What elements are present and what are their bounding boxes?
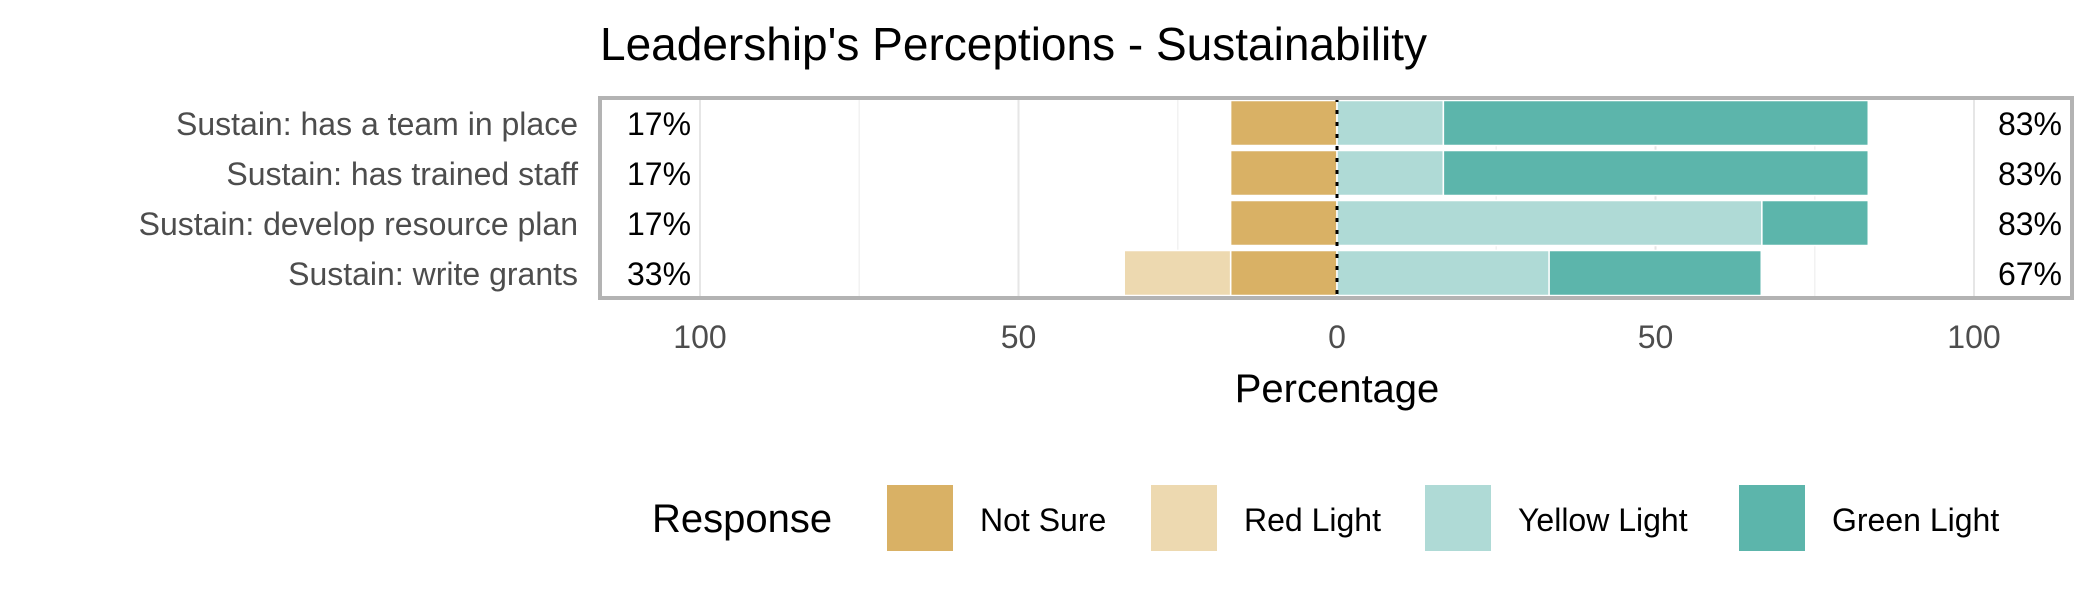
category-label: Sustain: write grants	[288, 256, 578, 292]
left-percent-label: 17%	[627, 106, 691, 142]
legend-key-red-light	[1149, 483, 1219, 553]
bar-not-sure-4	[1229, 249, 1338, 297]
legend-label: Yellow Light	[1518, 502, 1688, 538]
left-percent-label: 17%	[627, 206, 691, 242]
plot-panel-border	[598, 96, 2074, 300]
right-percent-label: 83%	[1998, 156, 2062, 192]
legend-label: Green Light	[1832, 502, 1999, 538]
left-percent-label: 33%	[627, 256, 691, 292]
bar-yellow-light-4	[1336, 249, 1550, 297]
bar-yellow-light-1	[1336, 99, 1445, 147]
legend-title: Response	[652, 497, 832, 541]
x-tick-label: 0	[1328, 319, 1346, 355]
x-tick-label: 100	[1947, 319, 2000, 355]
bar-red-light-4	[1123, 249, 1232, 297]
right-percent-label: 67%	[1998, 256, 2062, 292]
right-percent-label: 83%	[1998, 206, 2062, 242]
legend-key-not-sure	[885, 483, 955, 553]
bar-green-light-2	[1442, 149, 1870, 197]
x-tick-labels: 100 50 0 50 100	[673, 319, 2000, 355]
bar-green-light-3	[1761, 199, 1870, 247]
bar-green-light-1	[1442, 99, 1870, 147]
x-tick-label: 50	[1001, 319, 1037, 355]
bars	[1123, 99, 1870, 297]
legend-key-yellow-light	[1423, 483, 1493, 553]
legend: Response Not Sure Red Light Yellow Light Gr…	[652, 483, 1999, 553]
chart-title: Leadership's Perceptions - Sustainabilit…	[600, 18, 1427, 70]
category-labels: Sustain: has a team in place Sustain: has…	[139, 106, 579, 292]
right-percent-label: 83%	[1998, 106, 2062, 142]
bar-not-sure-1	[1229, 99, 1338, 147]
bar-yellow-light-2	[1336, 149, 1445, 197]
legend-label: Red Light	[1244, 502, 1381, 538]
category-label: Sustain: has trained staff	[226, 156, 578, 192]
percent-labels: 17% 83% 17% 83% 17% 83% 33% 67%	[627, 106, 2062, 292]
legend-key-green-light	[1737, 483, 1807, 553]
category-label: Sustain: has a team in place	[176, 106, 578, 142]
legend-label: Not Sure	[980, 502, 1106, 538]
x-tick-label: 100	[673, 319, 726, 355]
bar-not-sure-2	[1229, 149, 1338, 197]
category-label: Sustain: develop resource plan	[139, 206, 578, 242]
bar-yellow-light-3	[1336, 199, 1763, 247]
bar-green-light-4	[1548, 249, 1762, 297]
x-tick-label: 50	[1638, 319, 1674, 355]
left-percent-label: 17%	[627, 156, 691, 192]
x-axis-title: Percentage	[1235, 367, 1440, 411]
bar-not-sure-3	[1229, 199, 1338, 247]
